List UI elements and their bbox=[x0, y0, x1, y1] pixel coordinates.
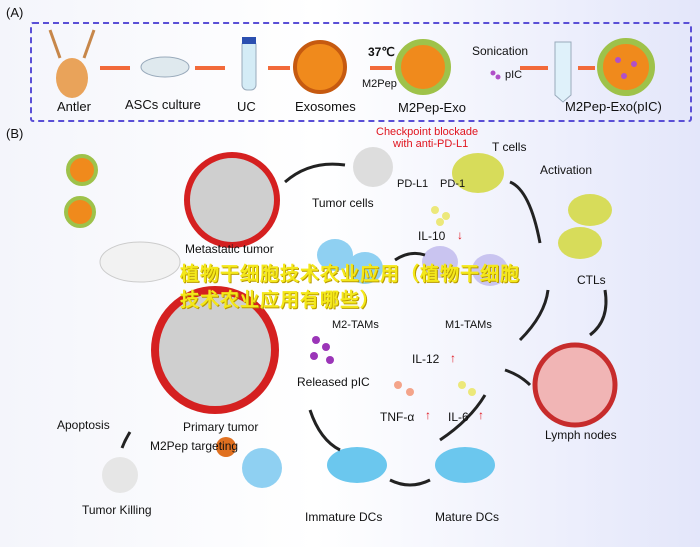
deer-icon bbox=[48, 29, 96, 98]
tube bbox=[241, 39, 257, 91]
m2pep-exo-pic bbox=[597, 38, 655, 96]
pd-1-label: PD-1 bbox=[440, 178, 466, 190]
t-cell bbox=[452, 153, 504, 193]
lymph-node bbox=[532, 342, 618, 428]
step-ascs: ASCs culture bbox=[125, 97, 201, 112]
released-pic-label: Released pIC bbox=[297, 375, 370, 389]
up-arrow-tnf: ↑ bbox=[425, 408, 431, 422]
petri-dish bbox=[140, 56, 190, 78]
tumor-cell bbox=[353, 147, 393, 187]
mature-dcs-label: Mature DCs bbox=[435, 510, 500, 524]
il6-label: IL-6 bbox=[448, 410, 469, 424]
ctls-label: CTLs bbox=[577, 273, 606, 287]
pd-l1-label: PD-L1 bbox=[397, 178, 429, 190]
up-arrow-il6: ↑ bbox=[478, 408, 484, 422]
m1-tams-label: M1-TAMs bbox=[445, 319, 492, 331]
tnf-label: TNF-α bbox=[380, 410, 415, 424]
m2-tams-label: M2-TAMs bbox=[332, 319, 379, 331]
checkpoint-label-2: with anti-PD-L1 bbox=[393, 138, 469, 150]
metastatic-label: Metastatic tumor bbox=[185, 242, 274, 256]
activation-label: Activation bbox=[540, 163, 593, 177]
t-cells-label: T cells bbox=[492, 140, 527, 154]
lymph-nodes-label: Lymph nodes bbox=[545, 428, 617, 442]
il10-label: IL-10 bbox=[418, 229, 446, 243]
m2pep-targeting-label: M2Pep targeting bbox=[150, 439, 239, 453]
tumor-cells-label: Tumor cells bbox=[312, 196, 374, 210]
panel-a-label: (A) bbox=[6, 5, 24, 20]
watermark-overlay: 植物干细胞技术农业应用（植物干细胞技术农业应用有哪些） bbox=[180, 264, 521, 311]
temp-label: 37℃ bbox=[368, 45, 395, 59]
primary-tumor-label: Primary tumor bbox=[183, 420, 259, 434]
up-arrow-il12: ↑ bbox=[450, 351, 456, 365]
step-m2pep-exo: M2Pep-Exo bbox=[398, 100, 466, 115]
apoptosis-label: Apoptosis bbox=[57, 418, 110, 432]
mouse bbox=[99, 241, 181, 283]
step-m2pep-exo-pic: M2Pep-Exo(pIC) bbox=[565, 99, 662, 114]
down-arrow: ↓ bbox=[457, 228, 463, 242]
checkpoint-label: Checkpoint blockade bbox=[376, 126, 479, 138]
panel-a-box bbox=[30, 22, 692, 122]
pic-label: pIC bbox=[505, 69, 523, 81]
m2pep-exo bbox=[395, 39, 451, 95]
step-exosomes: Exosomes bbox=[295, 99, 356, 114]
sonication-label: Sonication bbox=[472, 44, 529, 58]
primary-tumor-shape bbox=[151, 286, 279, 414]
exosome bbox=[293, 40, 347, 94]
panel-b-label: (B) bbox=[6, 126, 24, 141]
immature-dcs-label: Immature DCs bbox=[305, 510, 383, 524]
step-antler: Antler bbox=[57, 99, 91, 114]
metastatic-tumor-shape bbox=[184, 152, 280, 248]
il12-label: IL-12 bbox=[412, 352, 440, 366]
tumor-killing-label: Tumor Killing bbox=[82, 503, 152, 517]
m2pep-label: M2Pep bbox=[362, 78, 397, 90]
step-uc: UC bbox=[237, 99, 256, 114]
